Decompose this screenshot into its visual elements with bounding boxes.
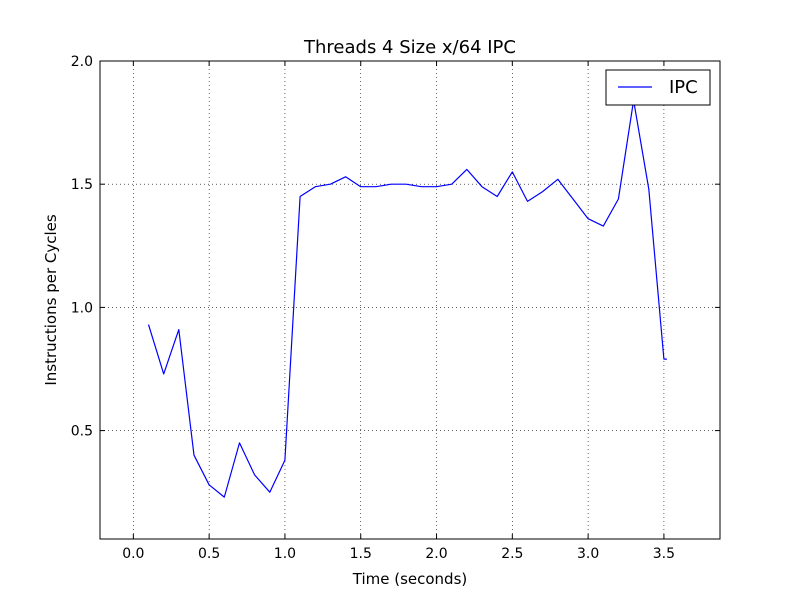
x-tick-label-6: 3.0 (577, 546, 599, 562)
grid-lines (100, 60, 720, 539)
legend-label-ipc: IPC (669, 77, 698, 98)
legend: IPC (605, 69, 711, 106)
y-axis-label: Instructions per Cycles (42, 214, 60, 386)
series-line-0 (147, 99, 667, 498)
chart-title: Threads 4 Size x/64 IPC (303, 37, 516, 58)
x-tick-label-0: 0.0 (122, 546, 144, 562)
x-tick-label-3: 1.5 (350, 546, 372, 562)
series-layer (147, 99, 667, 498)
y-tick-label-1: 1.0 (71, 300, 93, 316)
y-axis-ticks: 0.5 1.0 1.5 2.0 (71, 54, 720, 440)
plot-frame (99, 60, 721, 540)
y-tick-label-2: 1.5 (71, 177, 93, 193)
y-tick-label-3: 2.0 (71, 54, 93, 70)
x-tick-label-2: 1.0 (274, 546, 296, 562)
x-axis-ticks: 0.0 0.5 1.0 1.5 2.0 2.5 3.0 3.5 (122, 61, 675, 562)
x-axis-label: Time (seconds) (352, 570, 468, 588)
x-tick-label-4: 2.0 (425, 546, 447, 562)
y-tick-label-0: 0.5 (71, 424, 93, 440)
x-tick-label-7: 3.5 (653, 546, 675, 562)
x-tick-label-1: 0.5 (198, 546, 220, 562)
x-tick-label-5: 2.5 (501, 546, 523, 562)
